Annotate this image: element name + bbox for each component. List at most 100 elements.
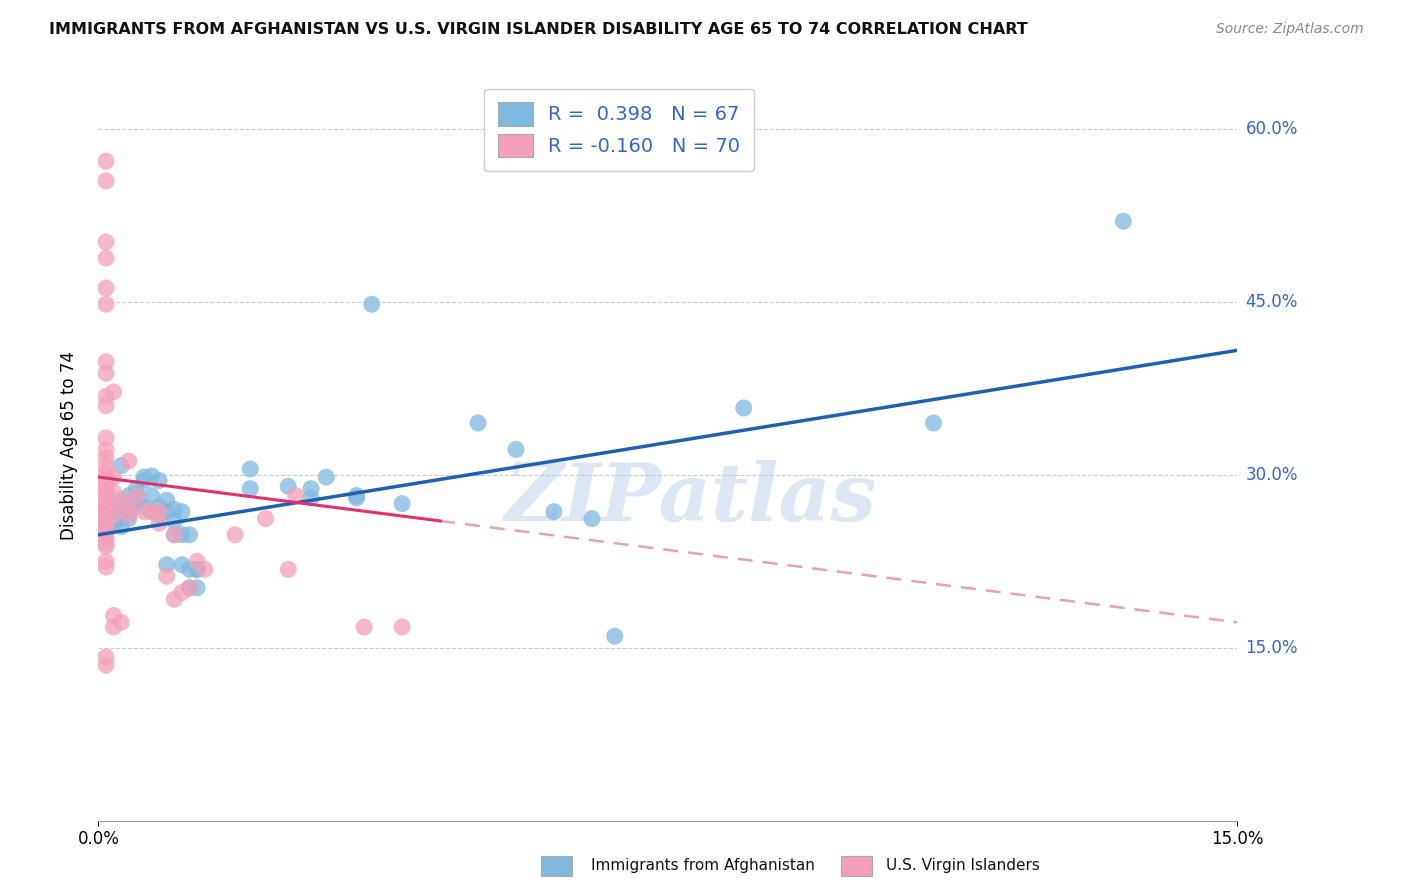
Point [170, 528, 193, 542]
Point [118, 505, 141, 519]
Point [103, 516, 125, 531]
Point [148, 516, 170, 531]
Text: ZIPatlas: ZIPatlas [505, 459, 877, 537]
Point [94, 560, 117, 574]
Point [94, 251, 117, 265]
Point [94, 355, 117, 369]
Point [141, 469, 163, 483]
Point [118, 454, 141, 468]
Point [110, 493, 132, 508]
Point [110, 519, 132, 533]
Point [94, 519, 117, 533]
Point [110, 458, 132, 473]
Point [132, 474, 155, 488]
Point [277, 562, 299, 576]
Point [94, 539, 117, 553]
Point [581, 511, 603, 525]
Point [353, 620, 375, 634]
Point [94, 482, 117, 496]
Point [346, 489, 368, 503]
Point [170, 558, 193, 572]
Point [118, 500, 141, 514]
Point [94, 531, 117, 545]
Point [346, 491, 368, 505]
Point [543, 505, 565, 519]
Point [141, 505, 163, 519]
Point [284, 489, 307, 503]
Point [103, 485, 125, 500]
Point [94, 497, 117, 511]
Point [94, 505, 117, 519]
Point [94, 470, 117, 484]
Point [94, 554, 117, 568]
Point [156, 493, 179, 508]
Point [103, 514, 125, 528]
Point [94, 458, 117, 473]
Point [103, 497, 125, 511]
Point [94, 505, 117, 519]
Point [141, 489, 163, 503]
Point [94, 537, 117, 551]
Point [94, 500, 117, 514]
Point [94, 477, 117, 491]
Point [94, 519, 117, 533]
Point [94, 491, 117, 505]
Point [94, 516, 117, 531]
Point [315, 470, 337, 484]
Point [94, 511, 117, 525]
Point [125, 482, 148, 496]
Point [118, 497, 141, 511]
Point [94, 297, 117, 311]
Point [103, 620, 125, 634]
Point [110, 615, 132, 630]
Point [277, 479, 299, 493]
Point [118, 508, 141, 523]
Point [103, 508, 125, 523]
Point [186, 554, 208, 568]
Point [94, 389, 117, 403]
Point [299, 491, 322, 505]
Point [156, 558, 179, 572]
Point [299, 482, 322, 496]
Point [391, 620, 413, 634]
Point [94, 431, 117, 445]
Point [148, 508, 170, 523]
Text: Source: ZipAtlas.com: Source: ZipAtlas.com [1216, 22, 1364, 37]
Point [186, 562, 208, 576]
Point [132, 505, 155, 519]
Point [118, 489, 141, 503]
Point [103, 470, 125, 484]
Point [94, 154, 117, 169]
Text: Immigrants from Afghanistan: Immigrants from Afghanistan [591, 858, 814, 872]
Point [239, 482, 262, 496]
Point [110, 502, 132, 516]
Point [148, 474, 170, 488]
Point [110, 493, 132, 508]
Point [156, 569, 179, 583]
Point [163, 592, 186, 607]
Point [103, 384, 125, 399]
Point [179, 562, 201, 576]
Point [239, 462, 262, 476]
Point [254, 511, 277, 525]
Text: 30.0%: 30.0% [1246, 466, 1298, 483]
Y-axis label: Disability Age 65 to 74: Disability Age 65 to 74 [59, 351, 77, 541]
Point [148, 500, 170, 514]
Point [360, 297, 382, 311]
Text: 45.0%: 45.0% [1246, 293, 1298, 311]
Point [163, 528, 186, 542]
Point [156, 505, 179, 519]
Point [391, 497, 413, 511]
Text: IMMIGRANTS FROM AFGHANISTAN VS U.S. VIRGIN ISLANDER DISABILITY AGE 65 TO 74 CORR: IMMIGRANTS FROM AFGHANISTAN VS U.S. VIRG… [49, 22, 1028, 37]
Point [179, 528, 201, 542]
Point [1112, 214, 1135, 228]
Point [94, 399, 117, 413]
Point [94, 514, 117, 528]
Point [94, 658, 117, 673]
Point [125, 493, 148, 508]
Point [141, 505, 163, 519]
Point [186, 581, 208, 595]
Point [224, 528, 246, 542]
Point [467, 416, 489, 430]
Point [110, 511, 132, 525]
